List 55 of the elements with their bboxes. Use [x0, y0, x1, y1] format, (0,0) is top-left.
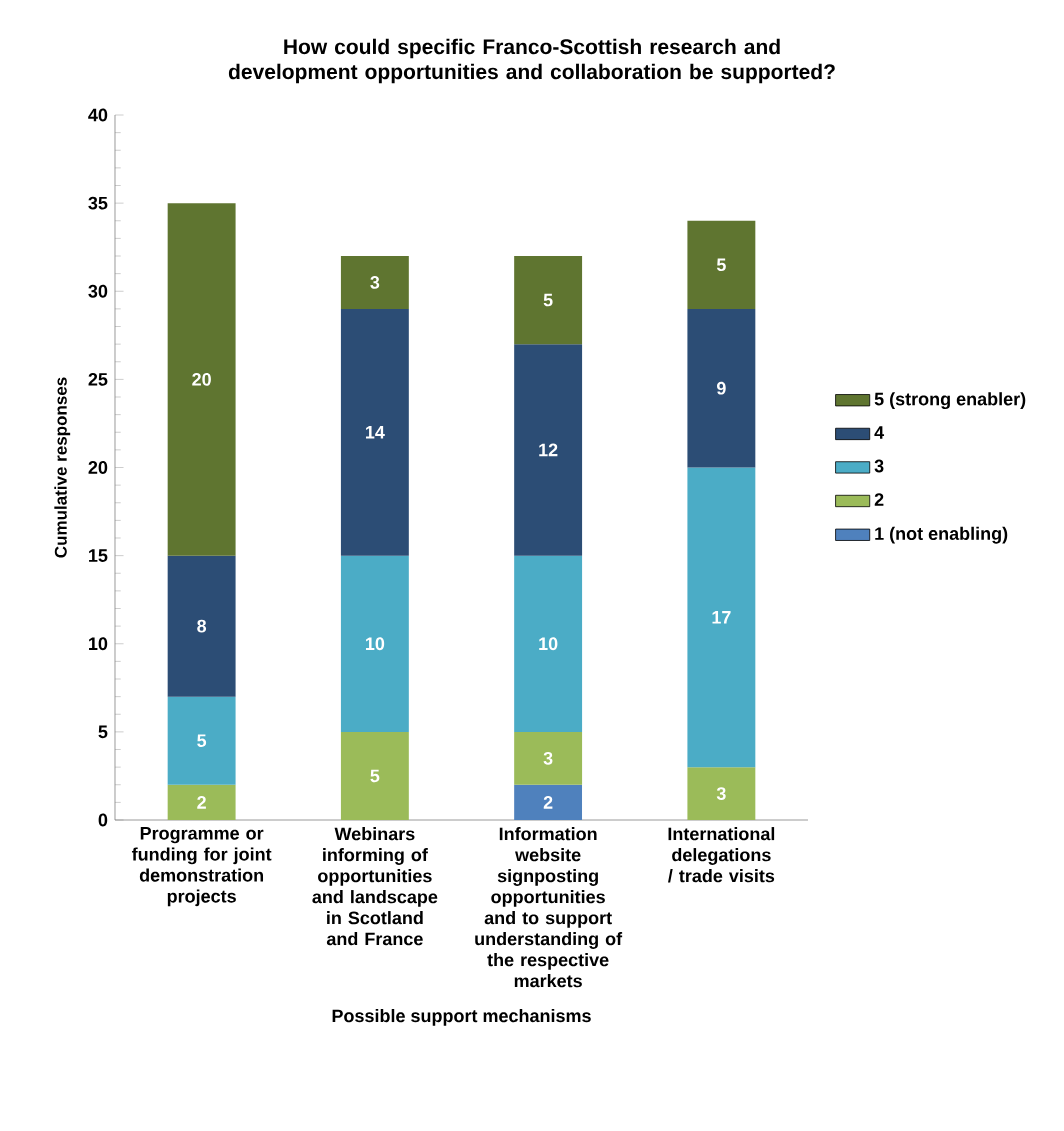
y-tick-label: 15: [89, 549, 108, 562]
bar: [514, 784, 583, 820]
bar: [340, 731, 409, 820]
data-label: 5: [543, 293, 553, 307]
x-tick-label: Programme or funding for joint demonstration projects: [131, 827, 272, 907]
legend-label: 3: [874, 459, 884, 473]
y-tick-label: 5: [98, 725, 108, 739]
y-tick-label: 35: [88, 196, 108, 210]
bar: [687, 308, 756, 468]
data-label: 3: [370, 276, 380, 289]
bar: [514, 256, 583, 345]
data-label: 2: [197, 796, 206, 809]
bar: [687, 467, 756, 768]
data-label: 10: [365, 637, 385, 651]
data-label: 8: [197, 619, 207, 633]
y-axis-title: Cumulative responses: [54, 377, 71, 558]
data-label: 9: [716, 381, 726, 395]
data-label: 5: [197, 734, 207, 747]
bar: [687, 767, 756, 820]
bar: [340, 308, 409, 556]
bar: [514, 731, 583, 785]
x-tick-label: International delegations / trade visits: [668, 827, 775, 883]
legend-label: 5 (strong enabler): [874, 392, 1026, 410]
bar: [167, 555, 236, 697]
data-label: 5: [716, 258, 726, 272]
chart-title: How could specific Franco-Scottish research and development opportunities and collaboration be supported?: [228, 38, 835, 84]
data-label: 2: [543, 796, 553, 809]
data-label: 17: [712, 611, 731, 624]
x-tick-label: Information website signposting opportunities and to support understanding of the respective markets: [475, 827, 623, 988]
y-tick-label: 30: [88, 284, 108, 298]
bar: [167, 203, 236, 556]
bar: [167, 784, 236, 820]
bar: [340, 555, 409, 732]
legend-label: 4: [874, 426, 885, 439]
x-axis-title: Possible support mechanisms: [332, 1009, 591, 1026]
legend-label: 2: [874, 493, 884, 506]
data-label: 10: [539, 637, 558, 651]
data-label: 20: [192, 373, 211, 386]
y-tick-label: 20: [88, 461, 108, 474]
data-label: 5: [370, 769, 380, 783]
bar: [340, 256, 409, 309]
y-tick-label: 0: [98, 813, 108, 827]
data-label: 3: [716, 787, 726, 800]
legend-label: 1 (not enabling): [875, 526, 1008, 544]
data-label: 3: [543, 751, 553, 765]
y-tick-label: 10: [89, 637, 108, 651]
bar: [167, 696, 236, 785]
y-tick-label: 25: [88, 373, 108, 386]
bar: [514, 555, 583, 732]
bar: [514, 344, 583, 556]
x-tick-label: Webinars informing of opportunities and landscape in Scotland and France: [312, 827, 438, 946]
y-tick-label: 40: [88, 108, 108, 122]
data-label: 12: [539, 443, 558, 457]
bar: [687, 220, 756, 309]
data-label: 14: [365, 426, 385, 439]
